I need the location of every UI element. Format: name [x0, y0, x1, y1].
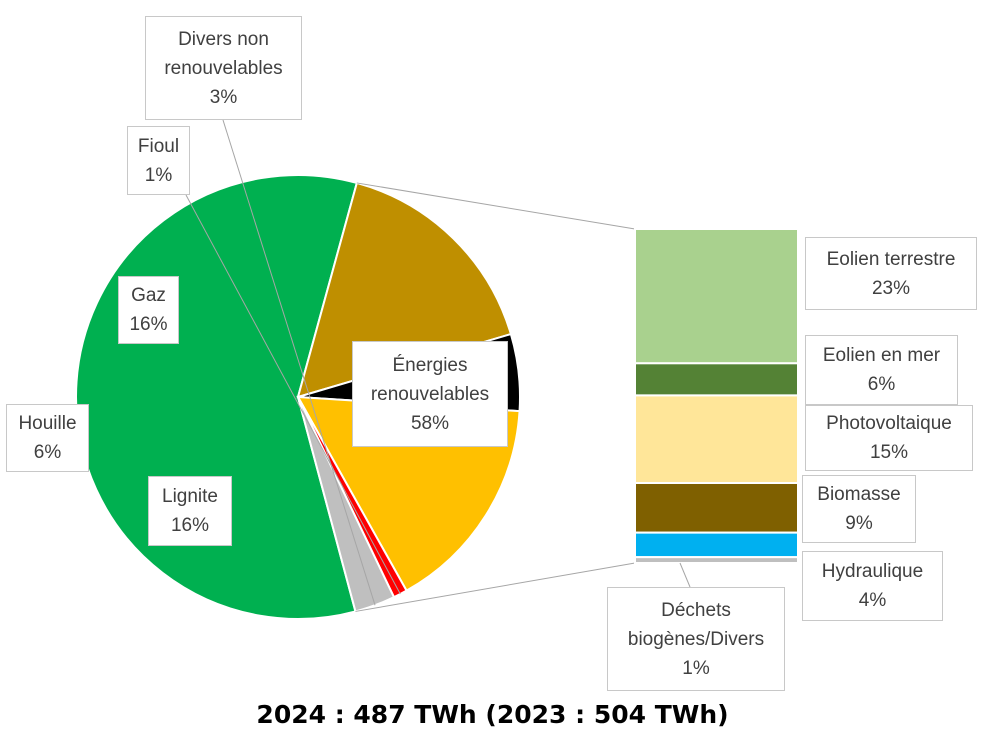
label-dechets-biogenes-divers: Déchets biogènes/Divers 1% [607, 587, 785, 691]
label-value: 58% [410, 412, 450, 434]
label-text: Houille [18, 413, 77, 434]
label-value: 4% [858, 590, 887, 611]
connector-line-top [356, 182, 636, 230]
connector-line-bottom [355, 562, 636, 612]
label-value: 16% [170, 515, 210, 536]
label-hydraulique: Hydraulique 4% [802, 551, 943, 621]
label-text: Divers non [178, 28, 269, 50]
label-text: Fioul [137, 135, 180, 157]
label-text: Lignite [162, 486, 218, 507]
label-value: 16% [129, 314, 168, 335]
label-photovoltaique: Photovoltaique 15% [805, 405, 973, 471]
label-text: renouvelables [370, 383, 490, 405]
label-eolien-en-mer: Eolien en mer 6% [805, 335, 958, 405]
label-value: 23% [871, 277, 911, 299]
label-value: 1% [144, 164, 173, 186]
leader-line-dechets [679, 562, 691, 588]
label-value: 15% [869, 442, 909, 463]
label-value: 6% [867, 374, 896, 395]
label-text: Gaz [131, 285, 166, 306]
label-gaz: Gaz 16% [118, 276, 179, 344]
leader-line-fioul [185, 194, 401, 595]
bar-segment-eolien-en-mer [634, 362, 799, 397]
label-text: Biomasse [817, 484, 901, 505]
label-value: 3% [209, 86, 238, 108]
label-text: Déchets [661, 599, 731, 621]
leader-line-divers-non-renouvelables [222, 119, 376, 606]
label-eolien-terrestre: Eolien terrestre 23% [805, 237, 977, 310]
bar-segment-biomasse [634, 482, 799, 534]
label-value: 6% [33, 442, 62, 463]
label-text: renouvelables [164, 57, 283, 79]
label-lignite: Lignite 16% [148, 476, 232, 546]
bar-segment-eolien-terrestre [634, 228, 799, 365]
label-divers-non-renouvelables: Divers non renouvelables 3% [145, 16, 302, 120]
label-text: Hydraulique [821, 561, 924, 582]
label-text: Énergies [392, 354, 468, 376]
label-value: 9% [845, 513, 873, 534]
label-renouvelables: Énergies renouvelables 58% [352, 341, 508, 447]
bar-segment-hydraulique [634, 531, 799, 559]
bar-segment-dechets-biogenes-divers [634, 556, 799, 564]
bar-segment-photovoltaique [634, 394, 799, 485]
label-houille: Houille 6% [6, 404, 89, 472]
chart-caption: 2024 : 487 TWh (2023 : 504 TWh) [256, 700, 729, 729]
label-text: Photovoltaique [826, 413, 952, 434]
label-biomasse: Biomasse 9% [802, 475, 916, 543]
label-value: 1% [682, 657, 710, 679]
label-fioul: Fioul 1% [127, 126, 190, 195]
label-text: Eolien terrestre [826, 248, 956, 270]
label-text: biogènes/Divers [627, 628, 765, 650]
label-text: Eolien en mer [822, 345, 941, 366]
